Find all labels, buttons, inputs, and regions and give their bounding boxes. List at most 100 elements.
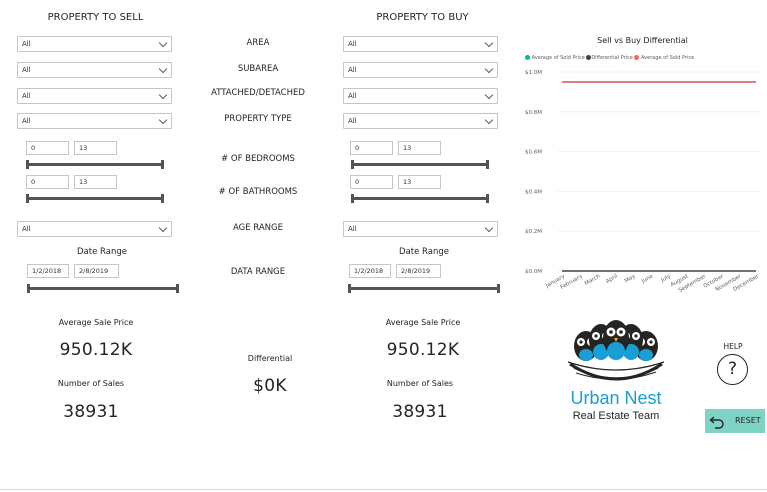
buy-property-type-dropdown[interactable]: All [343,113,498,129]
sell-date-start-handle[interactable] [27,284,30,293]
sell-area-dropdown[interactable]: All [17,36,172,52]
buy-area-dropdown[interactable]: All [343,36,498,52]
buy-property-type-value: All [348,117,357,125]
property-type-label: PROPERTY TYPE [224,114,292,124]
buy-bathrooms-min-handle[interactable] [351,194,354,203]
x-tick-label: May [624,273,637,284]
sell-attached-value: All [22,92,31,100]
bottom-divider [0,489,767,490]
reset-button[interactable]: RESET [705,409,765,433]
sell-bedrooms-max-input[interactable]: 13 [74,141,117,155]
buy-bedrooms-max-handle[interactable] [486,160,489,169]
y-tick-label: $0.6M [525,150,542,156]
sell-date-range-title: Date Range [77,247,127,257]
buy-bathrooms-min-input[interactable]: 0 [350,175,393,189]
sell-bedrooms-min-input[interactable]: 0 [26,141,69,155]
x-tick-label: April [605,273,619,285]
chevron-down-icon [158,115,168,125]
x-tick-label: March [584,273,602,287]
buy-attached-value: All [348,92,357,100]
y-tick-label: $0.0M [525,269,542,275]
chevron-down-icon [484,38,494,48]
buy-date-slider[interactable] [349,287,500,290]
buy-bedrooms-min-handle[interactable] [351,160,354,169]
help-button[interactable]: ? [717,354,748,385]
y-tick-label: $0.4M [525,189,542,195]
buy-date-end-handle[interactable] [497,284,500,293]
buy-bedrooms-slider[interactable] [352,163,488,166]
sell-num-sales-value: 38931 [63,402,119,422]
sell-avg-price-label: Average Sale Price [58,318,134,327]
sell-attached-dropdown[interactable]: All [17,88,172,104]
legend-label: Differential Price [591,55,633,61]
buy-num-sales-label: Number of Sales [386,379,454,388]
chart-title: Sell vs Buy Differential [597,36,688,45]
differential-label: Differential [247,354,293,363]
sell-title: PROPERTY TO SELL [47,12,144,23]
question-icon: ? [727,359,738,379]
buy-bathrooms-max-handle[interactable] [486,194,489,203]
legend-dot-icon [586,55,592,60]
bathrooms-label: # OF BATHROOMS [218,187,298,197]
logo-subtitle: Real Estate Team [572,410,660,422]
legend-label: Average of Sold Price [641,55,695,61]
differential-value: $0K [253,376,287,396]
legend-dot-icon [525,55,530,60]
sell-property-type-value: All [22,117,31,125]
chevron-down-icon [484,90,494,100]
sell-date-end-handle[interactable] [176,284,179,293]
buy-bedrooms-max-input[interactable]: 13 [398,141,441,155]
undo-icon [709,416,724,429]
age-range-label: AGE RANGE [232,223,284,233]
sell-bedrooms-min-handle[interactable] [26,160,29,169]
sell-area-value: All [22,40,31,48]
owl-nest-icon [567,320,665,381]
buy-age-range-value: All [348,225,357,233]
chevron-down-icon [484,64,494,74]
sell-bathrooms-max-handle[interactable] [161,194,164,203]
buy-date-start-handle[interactable] [348,284,351,293]
sell-bathrooms-max-input[interactable]: 13 [74,175,117,189]
area-label: AREA [246,38,270,48]
buy-subarea-dropdown[interactable]: All [343,62,498,78]
legend-item: Average of Sold Price [634,55,694,61]
sell-bathrooms-min-handle[interactable] [26,194,29,203]
sell-age-range-value: All [22,225,31,233]
legend-dot-icon [634,55,640,60]
attached-label: ATTACHED/DETACHED [211,88,305,98]
sell-subarea-dropdown[interactable]: All [17,62,172,78]
buy-age-range-dropdown[interactable]: All [343,221,498,237]
chevron-down-icon [158,223,168,233]
chevron-down-icon [158,38,168,48]
logo-title: Urban Nest [570,388,662,408]
chevron-down-icon [158,90,168,100]
y-tick-label: $0.8M [525,110,542,116]
y-tick-label: $1.0M [525,70,542,76]
chevron-down-icon [158,64,168,74]
help-label: HELP [723,342,743,351]
buy-date-range-title: Date Range [399,247,449,257]
buy-bedrooms-min-input[interactable]: 0 [350,141,393,155]
subarea-label: SUBAREA [237,64,279,74]
sell-avg-price-value: 950.12K [59,340,133,360]
legend-item: Differential Price [586,55,633,61]
buy-attached-dropdown[interactable]: All [343,88,498,104]
y-tick-label: $0.2M [525,229,542,235]
buy-date-start-input[interactable]: 1/2/2018 [349,264,391,278]
sell-property-type-dropdown[interactable]: All [17,113,172,129]
sell-age-range-dropdown[interactable]: All [17,221,172,237]
reset-label: RESET [735,416,761,425]
sell-bathrooms-slider[interactable] [27,197,163,200]
data-range-label: DATA RANGE [230,267,286,277]
chevron-down-icon [484,115,494,125]
sell-bedrooms-slider[interactable] [27,163,163,166]
buy-bathrooms-slider[interactable] [352,197,488,200]
sell-date-slider[interactable] [28,287,178,290]
chart-plot-area: $0.0M $0.2M $0.4M $0.6M $0.8M $1.0M January Feb… [520,30,765,300]
sell-bedrooms-max-handle[interactable] [161,160,164,169]
sell-bathrooms-min-input[interactable]: 0 [26,175,69,189]
buy-date-end-input[interactable]: 2/8/2019 [396,264,441,278]
buy-bathrooms-max-input[interactable]: 13 [398,175,441,189]
sell-date-start-input[interactable]: 1/2/2018 [27,264,69,278]
sell-date-end-input[interactable]: 2/8/2019 [74,264,119,278]
